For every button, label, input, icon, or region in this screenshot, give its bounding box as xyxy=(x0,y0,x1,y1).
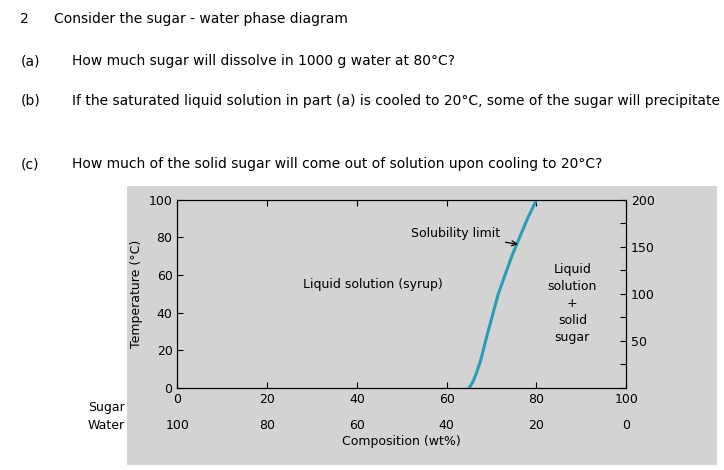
Text: 40: 40 xyxy=(439,419,455,432)
Text: (c): (c) xyxy=(20,157,39,172)
Text: Liquid solution (syrup): Liquid solution (syrup) xyxy=(303,278,443,291)
Text: (a): (a) xyxy=(20,54,40,68)
Y-axis label: Temperature (°C): Temperature (°C) xyxy=(130,240,143,348)
Text: 20: 20 xyxy=(529,419,544,432)
Text: 60: 60 xyxy=(349,419,365,432)
Text: Water: Water xyxy=(88,419,125,432)
Text: Consider the sugar - water phase diagram: Consider the sugar - water phase diagram xyxy=(54,12,348,26)
Text: 2: 2 xyxy=(20,12,29,26)
Text: If the saturated liquid solution in part (a) is cooled to 20°C, some of the suga: If the saturated liquid solution in part… xyxy=(72,94,724,108)
Text: Sugar: Sugar xyxy=(88,401,125,414)
Text: Liquid
solution
+
solid
sugar: Liquid solution + solid sugar xyxy=(548,263,597,344)
Text: Solubility limit: Solubility limit xyxy=(411,227,517,246)
Text: How much of the solid sugar will come out of solution upon cooling to 20°C?: How much of the solid sugar will come ou… xyxy=(72,157,603,172)
Text: 100: 100 xyxy=(166,419,189,432)
Text: (b): (b) xyxy=(20,94,40,108)
Text: 0: 0 xyxy=(622,419,631,432)
Text: Composition (wt%): Composition (wt%) xyxy=(342,435,461,448)
Text: 80: 80 xyxy=(259,419,275,432)
Text: How much sugar will dissolve in 1000 g water at 80°C?: How much sugar will dissolve in 1000 g w… xyxy=(72,54,455,68)
